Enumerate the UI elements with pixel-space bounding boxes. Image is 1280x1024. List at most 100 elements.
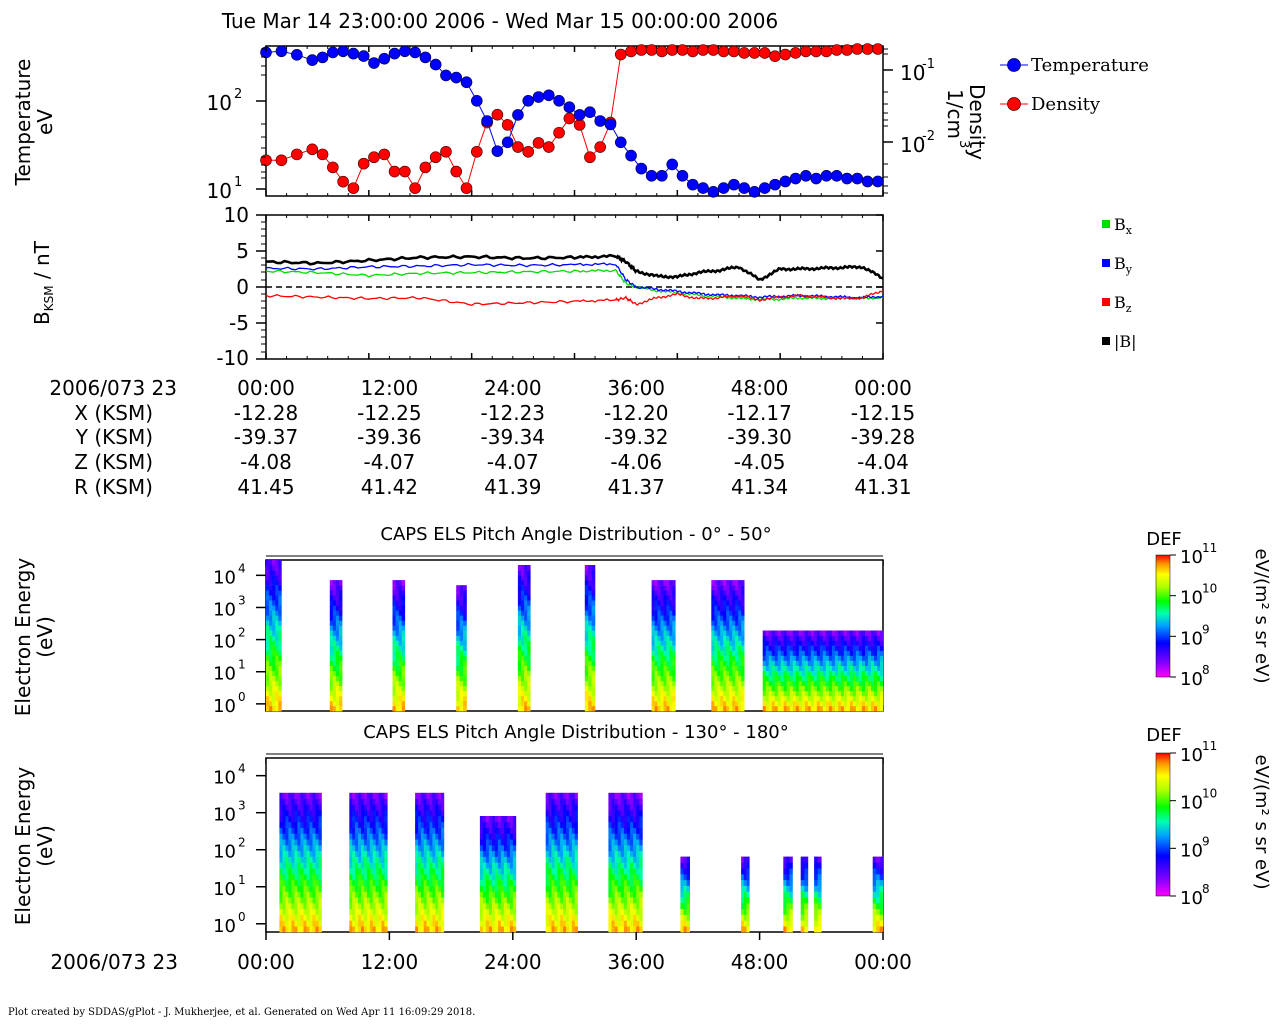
spec2-blocks-cell-4-9-15 <box>571 839 575 846</box>
spec2-blocks-cell-3-3-9 <box>488 874 493 881</box>
spec1-blocks-cell-6-6-17 <box>669 620 673 626</box>
spec1-blocks-cell-0-3-28 <box>275 565 279 571</box>
spec1-blocks-cell-7-2-7 <box>717 670 721 676</box>
spec2-blocks-cell-4-7-21 <box>566 804 570 811</box>
spec1-blocks-cell-8-27-7 <box>843 670 848 676</box>
spec2-blocks-cell-2-3-11 <box>423 862 427 869</box>
spec1-blocks-cell-8-3-7 <box>771 670 775 676</box>
spec2-blocks-cell-0-2-13 <box>285 850 289 857</box>
spec2-blocks-cell-4-1-6 <box>548 891 552 898</box>
spec2-blocks-cell-3-10-1 <box>509 920 514 927</box>
spec2-blocks-cell-5-3-20 <box>617 810 622 817</box>
spec1-blocks-cell-8-39-10 <box>880 655 884 661</box>
spec1-blocks-cell-6-3-19 <box>660 610 664 616</box>
spec1-blocks-cell-7-1-25 <box>714 580 718 586</box>
spec2-blocks-cell-2-8-16 <box>438 833 442 840</box>
spec1-blocks-cell-0-3-8 <box>275 665 279 671</box>
spec1-blocks-cell-8-33-4 <box>861 685 866 692</box>
spec1-blocks-cell-7-6-17 <box>729 620 733 626</box>
spec1-blocks-cell-7-4-13 <box>723 640 727 646</box>
spec1-blocks-cell-1-0-8 <box>329 665 334 671</box>
spec1-blocks-cell-4-3-15 <box>527 630 531 636</box>
spec2-blocks-cell-1-3-22 <box>358 798 362 805</box>
spec2-blocks-cell-0-13-11 <box>318 862 322 869</box>
spec1-blocks-cell-7-6-1 <box>729 700 733 707</box>
spec2-blocks-cell-2-5-3 <box>429 908 433 915</box>
spec2-blocks-cell-2-6-19 <box>432 816 436 823</box>
spec2-blocks-cell-4-5-12 <box>560 856 564 863</box>
spec1-blocks-cell-4-3-0 <box>527 706 531 712</box>
spec1-blocks-cell-0-1-6 <box>269 675 273 682</box>
spec1-blocks-cell-3-2-23 <box>463 590 467 596</box>
spec1-blocks-cell-0-4-20 <box>278 605 282 611</box>
spec2-blocks-cell-3-3-15 <box>488 839 493 846</box>
spec2-blocks-cell-4-5-13 <box>560 850 564 857</box>
spec1-blocks-cell-6-2-25 <box>657 580 661 586</box>
spec1-blocks-cell-6-6-11 <box>669 650 673 656</box>
spec1-blocks-cell-4-0-0 <box>517 706 522 712</box>
spec1-blocks-cell-2-0-23 <box>392 590 396 596</box>
spec2-blocks-cell-9-0-3 <box>800 908 805 915</box>
spec1-blocks-cell-8-21-7 <box>825 670 830 676</box>
spec2-blocks-cell-0-9-8 <box>306 879 310 886</box>
spec2-blocks-cell-3-10-14 <box>509 845 514 852</box>
spec1-blocks-cell-4-3-25 <box>527 580 531 586</box>
spec2-blocks-cell-5-6-7 <box>626 885 631 892</box>
spec2-blocks-cell-0-1-2 <box>282 914 286 921</box>
spec2-blocks-cell-3-4-19 <box>491 816 496 823</box>
spec1-blocks-cell-1-2-19 <box>335 610 340 616</box>
spec2-blocks-cell-2-1-23 <box>418 792 422 799</box>
spec1-blocks-cell-2-1-0 <box>395 706 399 712</box>
spec2-blocks-cell-4-10-6 <box>574 891 578 898</box>
panel1-minor-ticks-left <box>261 48 266 179</box>
spec1-blocks-cell-8-25-15 <box>837 630 842 636</box>
spec1-blocks-cell-7-2-10 <box>717 655 721 661</box>
ephemeris-cell-2-4: 41.39 <box>484 475 541 499</box>
spec1-blocks-cell-6-7-6 <box>672 675 676 682</box>
spec1-blocks-cell-6-7-25 <box>672 580 676 586</box>
spec1-blocks-cell-3-2-8 <box>463 665 467 671</box>
spec2-blocks-cell-3-1-10 <box>482 868 487 875</box>
spec1-blocks-cell-3-2-19 <box>463 610 467 616</box>
spec1-blocks-cell-6-3-1 <box>660 700 664 707</box>
spec2-blocks-cell-1-4-16 <box>361 833 365 840</box>
spec1-blocks-cell-6-0-8 <box>651 665 655 671</box>
spec1-blocks-cell-5-1-4 <box>588 685 592 692</box>
spec1-blocks-cell-7-10-22 <box>741 595 745 601</box>
spec1-blocks-cell-8-36-7 <box>871 670 875 676</box>
spec1-blocks-cell-5-0-2 <box>584 695 589 702</box>
spec1-blocks-cell-7-8-19 <box>735 610 739 616</box>
spec2-blocks-cell-0-12-18 <box>315 821 319 828</box>
spec1-blocks-cell-5-1-5 <box>588 680 592 687</box>
spec2-blocks-cell-0-13-22 <box>318 798 322 805</box>
spec2-blocks-cell-1-9-23 <box>375 792 379 799</box>
spec2-blocks-cell-1-11-19 <box>381 816 385 823</box>
spec1-blocks-cell-3-0-16 <box>456 625 460 631</box>
spec1-blocks-cell-7-0-17 <box>711 620 715 626</box>
spec1-blocks-cell-8-22-2 <box>828 695 833 702</box>
spec2-blocks-cell-3-0-7 <box>479 885 484 892</box>
spec2-blocks-cell-11-2-1 <box>879 920 884 927</box>
spec1-blocks-cell-3-0-19 <box>456 610 460 616</box>
spec1-blocks-cell-2-2-6 <box>398 675 403 682</box>
spec1-blocks-cell-6-6-2 <box>669 695 673 702</box>
spec2-blocks-cell-2-5-12 <box>429 856 433 863</box>
spec2-blocks-cell-0-9-5 <box>306 897 310 904</box>
spec2-blocks-cell-11-2-6 <box>879 891 884 898</box>
spec1-blocks-cell-6-4-15 <box>663 630 667 636</box>
spec1-blocks-cell-0-4-4 <box>278 685 282 692</box>
spec2-blocks-cell-0-12-14 <box>315 845 319 852</box>
spec2-blocks-cell-4-7-18 <box>566 821 570 828</box>
spec2-blocks-cell-0-7-14 <box>300 845 304 852</box>
spec1-blocks-cell-4-3-22 <box>527 595 531 601</box>
spec1-blocks-cell-6-5-16 <box>666 625 670 631</box>
spec2-blocks-cell-0-7-9 <box>300 874 304 881</box>
spec2-blocks-cell-7-2-2 <box>746 914 750 921</box>
spec1-blocks-cell-6-3-9 <box>660 660 664 666</box>
spec1-blocks-cell-7-8-8 <box>735 665 739 671</box>
spec2-blocks-cell-0-5-2 <box>294 914 298 921</box>
spec2-blocks-cell-5-2-17 <box>614 827 618 834</box>
spec2-blocks-cell-5-8-12 <box>633 856 637 863</box>
ephemeris-cell-2-3: -4.07 <box>487 450 539 474</box>
